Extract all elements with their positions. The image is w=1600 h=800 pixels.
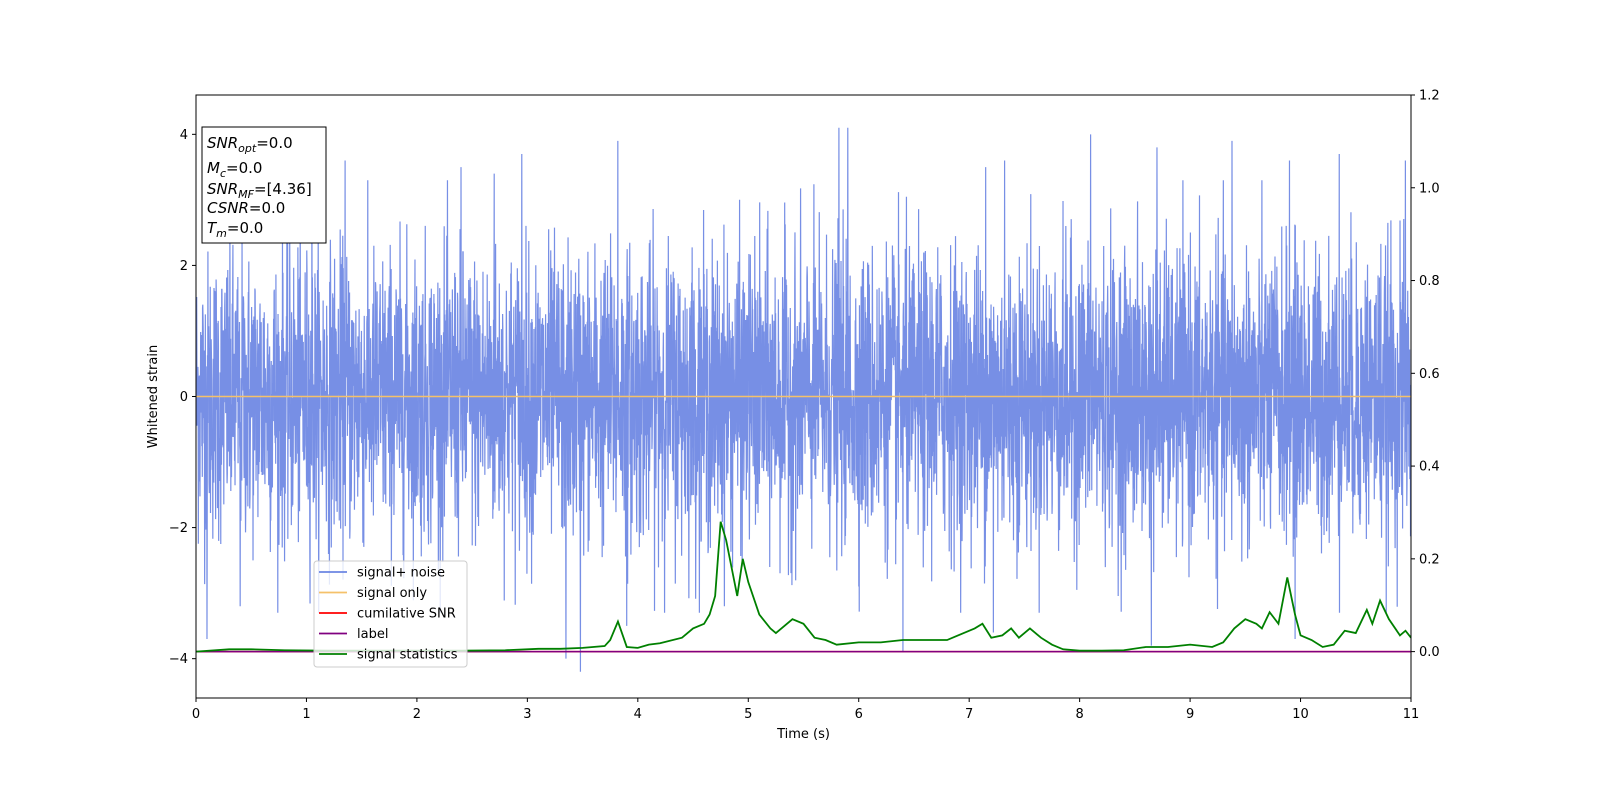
info-annotation-box: SNRopt=0.0Mc=0.0SNRMF=[4.36]CSNR=0.0Tm=0… [201,126,327,244]
legend-entry-label: signal+ noise [357,566,445,581]
info-line-subscript: opt [238,142,257,155]
legend-entry-label: signal statistics [357,648,458,663]
x-tick-label: 0 [192,707,200,722]
y-right-tick-label: 0.8 [1419,274,1440,289]
x-tick-label: 6 [855,707,863,722]
axis-ticks: 0 1 2 3 4 5 6 7 8 9 10 11 −4 −2 0 2 4 0.0 0.2 0.4 0.6 0.8 1.0 1… [169,89,1440,723]
series-signal-noise [196,127,1411,672]
info-line-subscript: c [220,167,226,180]
info-line-value: =0.0 [226,159,262,177]
y-right-tick-label: 1.2 [1419,89,1440,104]
info-line-subscript: m [216,227,227,240]
x-tick-label: 10 [1292,707,1309,722]
info-line: SNRMF=[4.36] [207,180,312,201]
info-line-symbol: SNR [207,180,238,198]
y-left-tick-label: 4 [180,128,188,143]
info-line-value: =0.0 [227,219,263,237]
legend-entry-label: signal only [357,586,427,601]
info-line-subscript: MF [238,188,254,201]
legend-entry-label: cumilative SNR [357,607,456,622]
x-tick-label: 1 [302,707,310,722]
x-tick-label: 2 [413,707,421,722]
legend: signal+ noise signal only cumilative SNR la… [313,560,468,668]
x-tick-label: 5 [744,707,752,722]
info-line: SNRopt=0.0 [207,134,293,155]
info-box-frame [201,126,327,244]
info-line: Tm=0.0 [207,219,263,240]
x-tick-label: 8 [1075,707,1083,722]
legend-entry-label: label [357,627,388,642]
y-right-tick-label: 0.4 [1419,460,1440,475]
info-line-value: =[4.36] [254,180,312,198]
x-tick-label: 11 [1403,707,1420,722]
info-line-symbol: M [207,159,220,177]
x-axis-label: Time (s) [776,727,830,742]
info-line-value: =0.0 [256,134,292,152]
info-line-symbol: CSNR [207,199,249,217]
x-tick-label: 9 [1186,707,1194,722]
info-line-symbol: SNR [207,134,238,152]
info-line: CSNR=0.0 [207,199,285,217]
y-axis-label: Whitened strain [146,345,161,448]
info-line: Mc=0.0 [207,159,262,180]
y-left-tick-label: −4 [169,652,188,667]
x-tick-label: 4 [634,707,642,722]
x-tick-label: 3 [523,707,531,722]
x-tick-label: 7 [965,707,973,722]
series-line-signal-statistics [196,521,1411,653]
y-right-tick-label: 1.0 [1419,181,1440,196]
y-right-tick-label: 0.2 [1419,552,1440,567]
series-line-signal-noise [196,127,1411,672]
info-line-value: =0.0 [249,199,285,217]
legend-frame [313,560,468,668]
y-left-tick-label: 2 [180,259,188,274]
y-left-tick-label: 0 [180,390,188,405]
y-right-tick-label: 0.6 [1419,367,1440,382]
y-left-tick-label: −2 [169,521,188,536]
info-line-symbol: T [207,219,218,237]
y-right-tick-label: 0.0 [1419,645,1440,660]
